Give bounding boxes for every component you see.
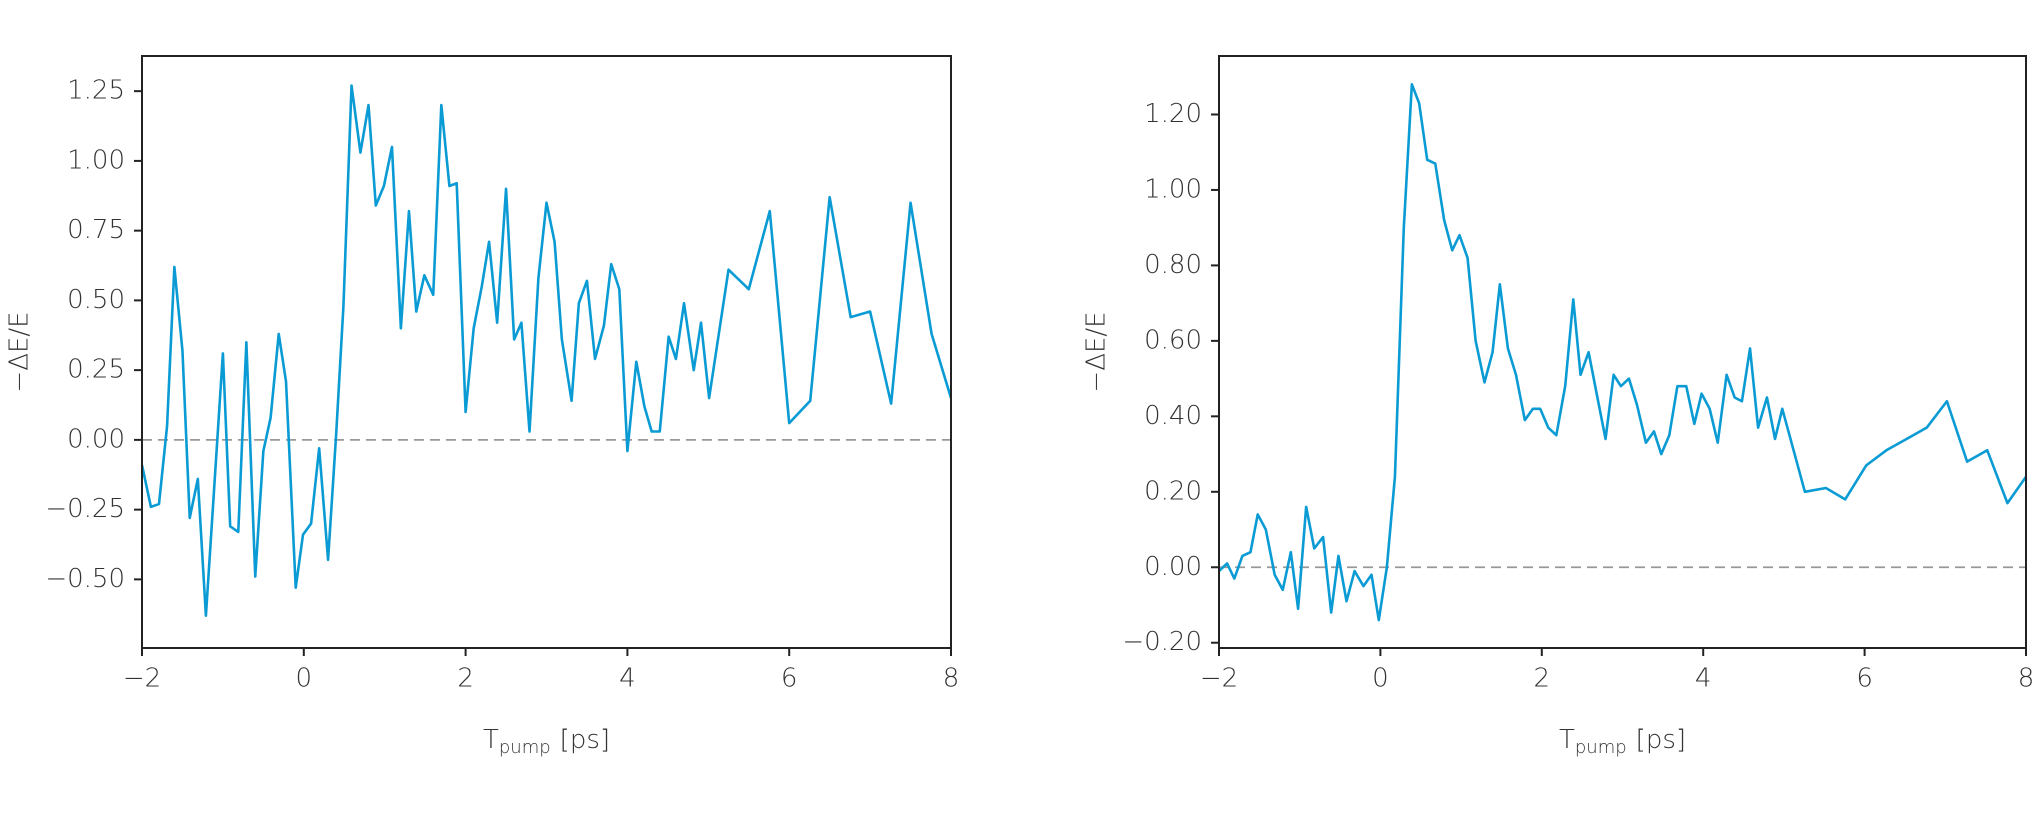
y-axis-label: −ΔE/E [5, 311, 35, 392]
y-tick-label: 0.25 [67, 355, 125, 385]
y-tick-label: 1.00 [67, 145, 125, 175]
y-tick-label: 0.00 [67, 424, 125, 454]
x-axis-label: Tpump [ps] [1559, 725, 1686, 759]
y-tick-label: −0.25 [45, 494, 125, 524]
x-tick-label: −2 [123, 664, 161, 694]
y-tick-label: 0.40 [1144, 401, 1202, 431]
y-tick-label: 1.00 [1144, 174, 1202, 204]
x-tick-label: 0 [1372, 664, 1389, 694]
data-line [1218, 83, 2028, 622]
y-tick-label: 1.20 [1144, 99, 1202, 129]
y-tick-label: −0.50 [45, 564, 125, 594]
data-line [140, 84, 953, 617]
x-axis-label-unit: [ps] [1636, 725, 1686, 755]
x-tick-label: 4 [619, 664, 636, 694]
x-axis-label-subscript: pump [499, 737, 551, 758]
x-axis-label-unit: [ps] [560, 725, 610, 755]
axis-box [1218, 55, 2027, 649]
x-tick-label: 2 [1534, 664, 1551, 694]
x-axis-label-main: T [483, 725, 499, 755]
x-tick-label: 0 [296, 664, 313, 694]
x-axis-label: Tpump [ps] [483, 725, 610, 759]
x-axis-label-subscript: pump [1575, 737, 1627, 758]
y-tick-label: 0.75 [67, 215, 125, 245]
x-tick-label: 8 [2018, 664, 2035, 694]
y-tick-label: 0.20 [1144, 476, 1202, 506]
x-tick-label: 8 [943, 664, 960, 694]
y-tick-label: 0.60 [1144, 325, 1202, 355]
axis-box [141, 55, 952, 649]
x-tick-label: 4 [1695, 664, 1712, 694]
x-tick-label: 6 [781, 664, 798, 694]
y-tick-label: 0.00 [1144, 552, 1202, 582]
chart-panel: −0.50 −0.25 0.00 0.25 0.50 0.75 1.00 1.25 −2 0 2 4 6… [5, 55, 960, 759]
chart-panel: −0.20 0.00 0.20 0.40 0.60 0.80 1.00 1.20 −2 0 2 4 6 8… [1082, 55, 2035, 759]
y-axis-label: −ΔE/E [1082, 311, 1112, 392]
y-tick-label: 0.50 [67, 285, 125, 315]
y-tick-label: 0.80 [1144, 250, 1202, 280]
y-tick-label: −0.20 [1122, 627, 1202, 657]
x-tick-label: 6 [1856, 664, 1873, 694]
x-tick-label: 2 [457, 664, 474, 694]
x-tick-label: −2 [1200, 664, 1238, 694]
x-axis-label-main: T [1559, 725, 1575, 755]
y-tick-label: 1.25 [67, 76, 125, 106]
